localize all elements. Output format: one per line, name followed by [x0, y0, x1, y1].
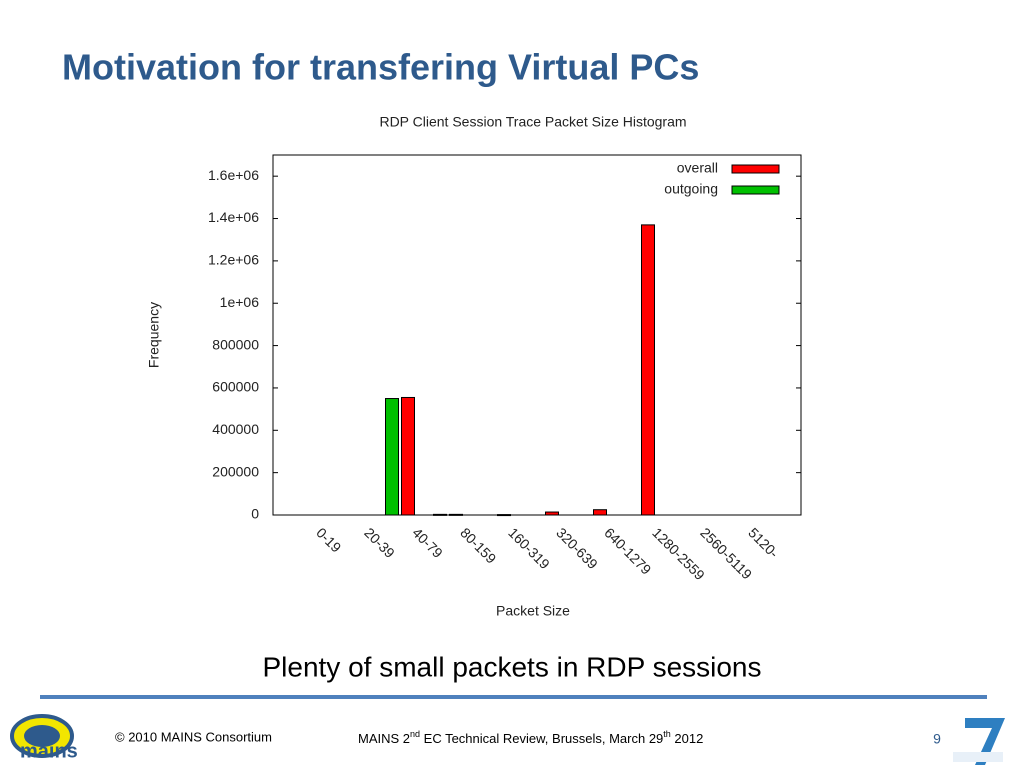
legend-swatch	[731, 185, 780, 195]
footer-left: © 2010 MAINS Consortium	[115, 729, 272, 744]
bar	[401, 396, 415, 516]
footer-part: nd	[410, 729, 420, 739]
legend-label: outgoing	[664, 181, 718, 197]
y-tick-label: 400000	[212, 421, 259, 437]
y-tick-label: 600000	[212, 379, 259, 395]
legend-label: overall	[677, 160, 718, 176]
x-tick-label: 40-79	[409, 524, 446, 561]
x-tick-label: 640-1279	[601, 524, 654, 577]
y-tick-label: 1.6e+06	[208, 167, 259, 183]
bar	[641, 224, 655, 516]
chart-title: RDP Client Session Trace Packet Size His…	[379, 114, 686, 130]
y-tick-label: 0	[251, 506, 259, 522]
y-tick-label: 1.2e+06	[208, 252, 259, 268]
caption: Plenty of small packets in RDP sessions	[262, 651, 761, 682]
x-tick-label: 80-159	[457, 524, 499, 566]
x-tick-label: 0-19	[313, 524, 344, 555]
bar	[497, 514, 511, 517]
footer-center: MAINS 2nd EC Technical Review, Brussels,…	[358, 729, 703, 746]
bar	[449, 513, 463, 516]
y-tick-label: 1e+06	[220, 294, 260, 310]
slide-title: Motivation for transfering Virtual PCs	[62, 47, 699, 88]
footer-rule	[40, 695, 987, 699]
x-tick-label: 320-639	[553, 524, 601, 572]
y-tick-label: 800000	[212, 336, 259, 352]
page-number: 9	[933, 731, 941, 747]
x-tick-label: 160-319	[505, 524, 553, 572]
x-tick-label: 5120-	[745, 524, 782, 561]
mains-logo: mains	[10, 714, 78, 762]
bar	[593, 509, 607, 516]
y-axis-label: Frequency	[146, 302, 162, 368]
footer-part: th	[663, 729, 671, 739]
x-tick-label: 20-39	[361, 524, 398, 561]
bar	[545, 511, 559, 516]
logo-text: mains	[20, 740, 78, 762]
y-tick-label: 1.4e+06	[208, 209, 259, 225]
x-axis-label: Packet Size	[496, 603, 570, 619]
bar	[433, 513, 447, 516]
bar	[385, 398, 399, 516]
fp7-logo	[953, 718, 1005, 765]
footer-part: MAINS 2	[358, 731, 410, 746]
y-tick-label: 200000	[212, 463, 259, 479]
legend-swatch	[731, 164, 780, 174]
plot-frame	[272, 154, 802, 516]
footer-part: 2012	[671, 731, 704, 746]
footer-part: EC Technical Review, Brussels, March 29	[420, 731, 663, 746]
